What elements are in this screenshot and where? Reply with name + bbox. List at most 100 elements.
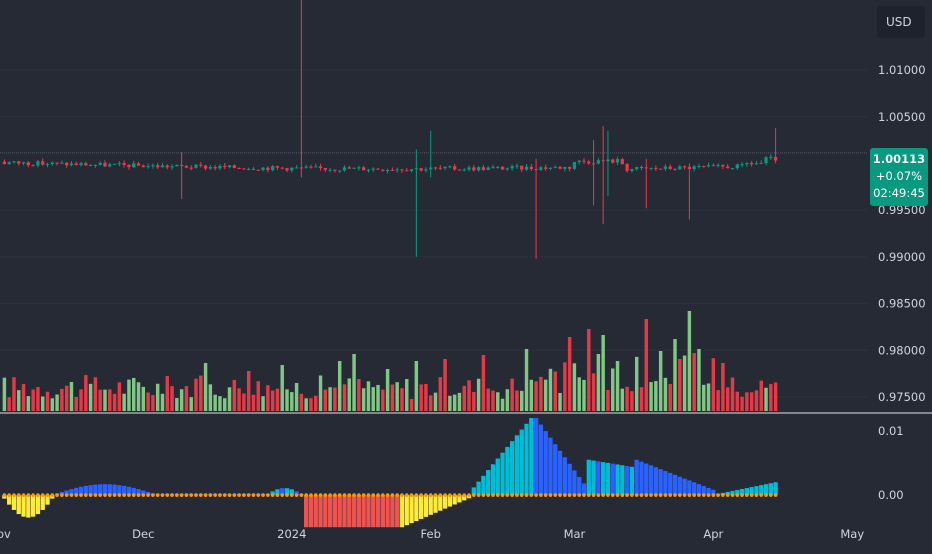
oscillator-bar (390, 495, 395, 528)
time-tick-label: May (840, 527, 864, 541)
zero-dot (251, 493, 256, 497)
oscillator-bar (88, 485, 93, 496)
candle-body (419, 168, 423, 171)
volume-bar (687, 311, 692, 411)
volume-bar (500, 398, 505, 411)
oscillator-bar (418, 495, 424, 519)
zero-dot (31, 493, 35, 497)
zero-dot (721, 493, 725, 497)
oscillator-bar (318, 495, 323, 528)
oscillator-bar (26, 495, 31, 518)
candle-body (266, 167, 270, 171)
candle-body (251, 168, 256, 170)
candle-body (175, 164, 179, 167)
zero-dot (529, 493, 534, 497)
candle-body (285, 168, 289, 171)
oscillator-bar (327, 495, 333, 528)
zero-dot (706, 493, 711, 497)
volume-bar (261, 396, 265, 411)
volume-bar (246, 371, 251, 411)
volume-bar (256, 381, 260, 411)
oscillator-bar (486, 470, 491, 496)
candle-body (438, 167, 442, 169)
oscillator-bar (557, 450, 563, 496)
time-axis[interactable]: Nov Dec 2024 Feb Mar Apr May (0, 527, 864, 541)
volume-bar (237, 388, 241, 411)
zero-dot (539, 493, 543, 497)
volume-bar (596, 354, 601, 411)
candle-body (318, 166, 323, 169)
zero-dot (141, 493, 146, 497)
zero-dot (280, 493, 285, 497)
zero-dot (481, 493, 486, 497)
oscillator-bar (356, 495, 362, 528)
volume-bar (577, 377, 581, 411)
volume-bar (534, 381, 538, 411)
candle-body (510, 166, 514, 169)
zero-dot (112, 493, 117, 497)
candle-body (309, 166, 313, 168)
candle-body (79, 163, 83, 166)
oscillator-bar (375, 495, 381, 528)
volume-bar (424, 383, 428, 411)
volume-bar (663, 377, 668, 411)
oscillator-bar (78, 486, 84, 496)
candle-body (481, 167, 486, 171)
time-tick-label: 2024 (277, 527, 306, 541)
volume-bar (740, 396, 744, 411)
volume-bar (567, 337, 572, 411)
volume-bar (31, 389, 35, 411)
volume-bar (711, 358, 716, 411)
volume-bar (467, 380, 471, 411)
volume-bar (371, 387, 375, 411)
zero-dot (601, 493, 605, 497)
oscillator-bar (428, 495, 433, 515)
volume-bar (634, 356, 639, 411)
oscillator-bar (553, 444, 558, 496)
oscillator-bar (495, 458, 500, 496)
oscillator-bar (759, 485, 764, 496)
oscillator-bar (615, 464, 620, 496)
candle-body (31, 165, 35, 167)
volume-bar (122, 393, 126, 411)
candle-body (60, 162, 64, 164)
volume-bar (361, 388, 366, 411)
volume-bar (520, 390, 524, 411)
candle-body (127, 164, 131, 168)
candle-body (400, 169, 404, 171)
candle-body (328, 169, 332, 171)
candle-body (275, 166, 280, 168)
oscillator-bar (280, 488, 285, 496)
oscillator-bar (543, 431, 548, 496)
volume-bar (208, 384, 213, 411)
zero-dot (16, 493, 21, 497)
oscillator-bar (74, 487, 79, 496)
candle-body (716, 164, 720, 166)
volume-bar (285, 389, 289, 411)
volume-bar (203, 363, 208, 411)
volume-bar (218, 396, 222, 411)
volume-bar (112, 393, 117, 411)
volume-bar (141, 386, 146, 411)
candle-body (515, 165, 519, 167)
zero-dot (735, 493, 740, 497)
oscillator-bar (610, 463, 615, 496)
candle-body (189, 167, 193, 169)
zero-dot (409, 493, 414, 497)
volume-bar (721, 363, 725, 411)
oscillator-bar (749, 487, 754, 496)
volume-bar (764, 387, 768, 411)
currency-button[interactable]: USD (877, 6, 925, 38)
zero-dot (769, 493, 773, 497)
volume-bar (706, 383, 711, 411)
zero-dot (347, 493, 352, 497)
zero-dot (467, 493, 471, 497)
zero-dot (543, 493, 548, 497)
zero-dot (84, 493, 88, 497)
oscillator-bar (447, 495, 453, 507)
time-tick-label: Mar (564, 527, 586, 541)
oscillator-bar (739, 488, 745, 496)
price-axis[interactable]: 1.01000 1.00500 0.99500 0.99000 0.98500 0.980… (878, 63, 926, 502)
